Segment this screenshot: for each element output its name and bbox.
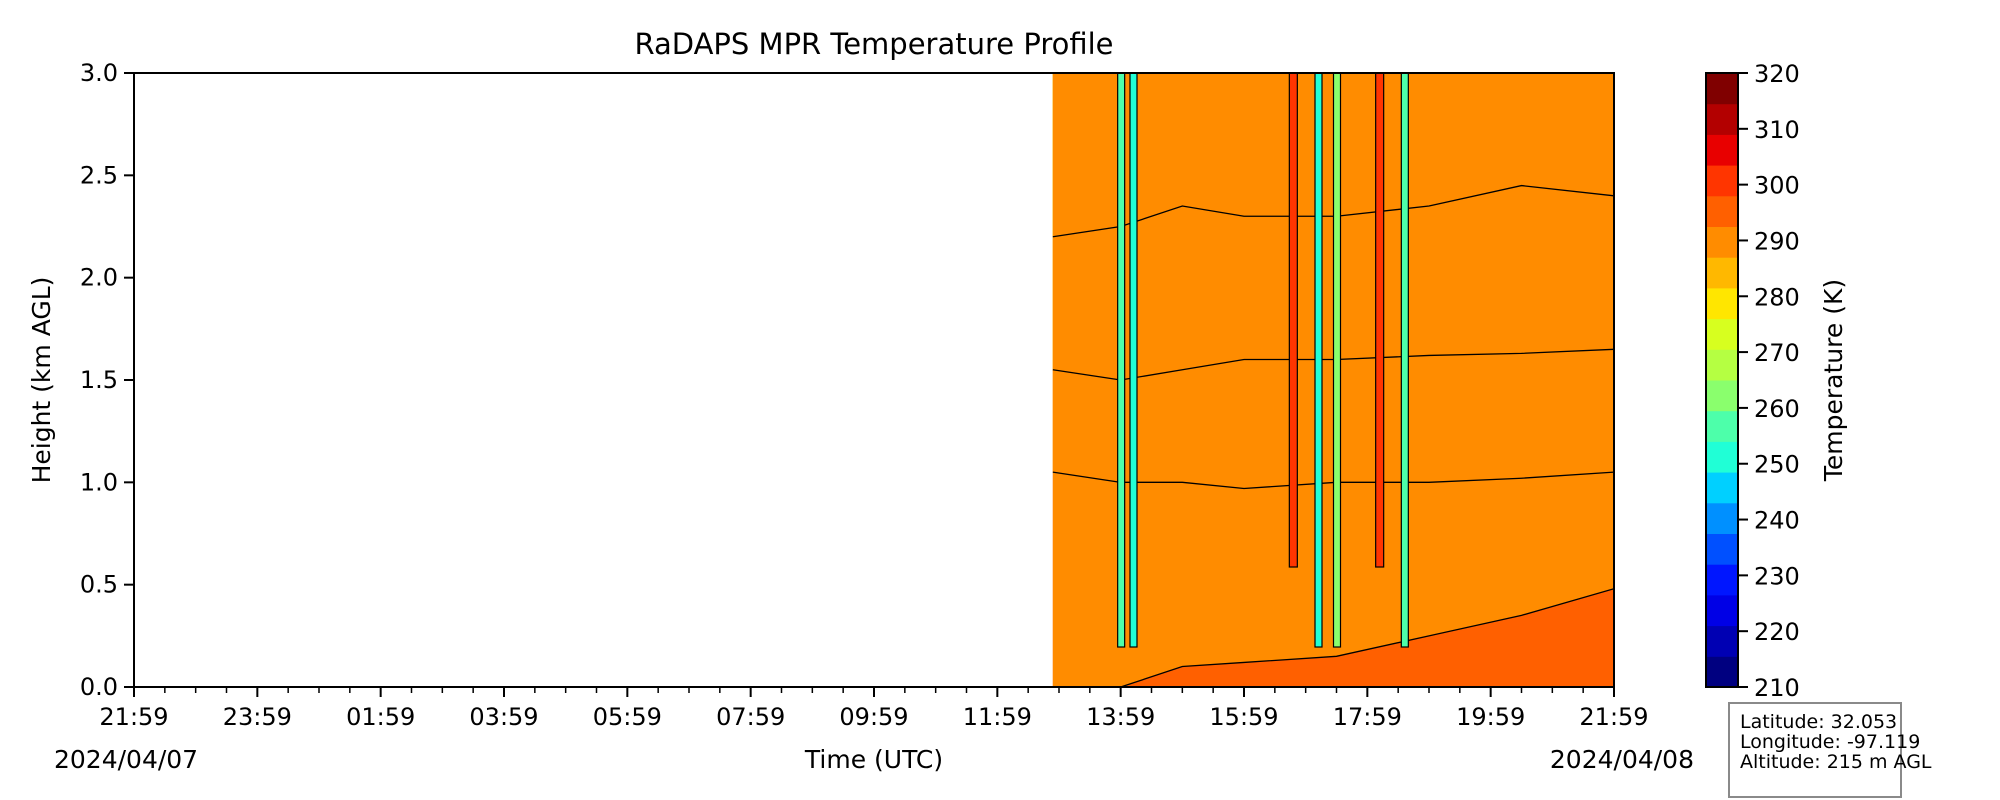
- colorbar-segment: [1706, 226, 1738, 258]
- colorbar-frame: [1705, 72, 1739, 688]
- x-tick-label: 21:59: [99, 703, 168, 731]
- colorbar-tick-label: 220: [1754, 618, 1800, 646]
- x-axis: 21:59 23:59 01:59 03:59 05:59 07:59 09:59 11:59…: [99, 687, 1649, 731]
- colorbar-segment: [1706, 625, 1738, 657]
- colorbar-segment: [1706, 318, 1738, 350]
- colorbar-segment: [1706, 195, 1738, 227]
- y-tick-label: 2.5: [80, 161, 118, 189]
- colorbar-segment: [1706, 533, 1738, 565]
- cold-spike: [1314, 73, 1323, 648]
- x-tick-label: 15:59: [1209, 703, 1278, 731]
- colorbar-tick-label: 300: [1754, 172, 1800, 200]
- x-axis-label: Time (UTC): [804, 745, 943, 774]
- colorbar-segment: [1706, 656, 1738, 688]
- cold-spike: [1400, 73, 1409, 648]
- colorbar-segment: [1706, 594, 1738, 627]
- y-tick-label: 0.0: [80, 673, 118, 701]
- x-tick-label: 23:59: [223, 703, 292, 731]
- x-tick-label: 09:59: [839, 703, 908, 731]
- x-tick-label: 21:59: [1579, 703, 1648, 731]
- temperature-spikes: [1117, 73, 1409, 648]
- start-date-label: 2024/04/07: [54, 745, 198, 774]
- cold-spike: [1117, 73, 1126, 648]
- location-info-box: Latitude: 32.053 Longitude: -97.119 Alti…: [1728, 702, 1932, 798]
- colorbar-segment: [1706, 73, 1738, 105]
- y-axis-label: Height (km AGL): [27, 277, 56, 484]
- colorbar-ticks: 210 220 230 240 250 260 270 280 290 300 310 320: [1738, 60, 1800, 702]
- colorbar-segment: [1706, 165, 1738, 197]
- y-tick-label: 1.0: [80, 468, 118, 496]
- colorbar-segment: [1706, 441, 1738, 473]
- x-tick-label: 05:59: [593, 703, 662, 731]
- chart-title: RaDAPS MPR Temperature Profile: [634, 27, 1113, 61]
- altitude-text: Altitude: 215 m AGL: [1740, 751, 1932, 773]
- y-tick-label: 0.5: [80, 571, 118, 599]
- colorbar-segment: [1706, 410, 1738, 442]
- colorbar-tick-label: 270: [1754, 339, 1800, 367]
- colorbar-tick-label: 230: [1754, 562, 1800, 590]
- x-tick-label: 07:59: [716, 703, 785, 731]
- colorbar-segment: [1706, 502, 1738, 534]
- colorbar: [1706, 73, 1738, 688]
- colorbar-segment: [1706, 564, 1738, 596]
- colorbar-tick-label: 280: [1754, 283, 1800, 311]
- colorbar-segment: [1706, 134, 1738, 166]
- latitude-text: Latitude: 32.053: [1740, 711, 1898, 733]
- longitude-text: Longitude: -97.119: [1740, 731, 1921, 753]
- cold-spike: [1129, 73, 1138, 648]
- colorbar-segment: [1706, 103, 1738, 135]
- x-tick-label: 11:59: [963, 703, 1032, 731]
- colorbar-segment: [1706, 380, 1738, 412]
- colorbar-tick-label: 250: [1754, 451, 1800, 479]
- cold-spike: [1332, 73, 1342, 648]
- end-date-label: 2024/04/08: [1550, 745, 1694, 774]
- x-tick-label: 17:59: [1333, 703, 1402, 731]
- colorbar-tick-label: 240: [1754, 507, 1800, 535]
- y-tick-label: 2.0: [80, 264, 118, 292]
- colorbar-tick-label: 320: [1754, 60, 1800, 88]
- colorbar-segment: [1706, 257, 1738, 289]
- colorbar-segment: [1706, 349, 1738, 381]
- colorbar-tick-label: 260: [1754, 395, 1800, 423]
- y-tick-label: 1.5: [80, 366, 118, 394]
- x-tick-label: 03:59: [469, 703, 538, 731]
- colorbar-segment: [1706, 287, 1738, 320]
- colorbar-tick-label: 310: [1754, 116, 1800, 144]
- y-axis: 0.0 0.5 1.0 1.5 2.0 2.5 3.0: [80, 59, 134, 701]
- colorbar-segment: [1706, 472, 1738, 504]
- y-tick-label: 3.0: [80, 59, 118, 87]
- warm-spike: [1288, 73, 1298, 568]
- x-tick-label: 01:59: [346, 703, 415, 731]
- colorbar-tick-label: 210: [1754, 674, 1800, 702]
- x-tick-label: 19:59: [1456, 703, 1525, 731]
- contour-line: [1052, 588, 1614, 687]
- x-tick-label: 13:59: [1086, 703, 1155, 731]
- colorbar-tick-label: 290: [1754, 227, 1800, 255]
- colorbar-label: Temperature (K): [1819, 279, 1848, 482]
- warm-spike: [1375, 73, 1385, 568]
